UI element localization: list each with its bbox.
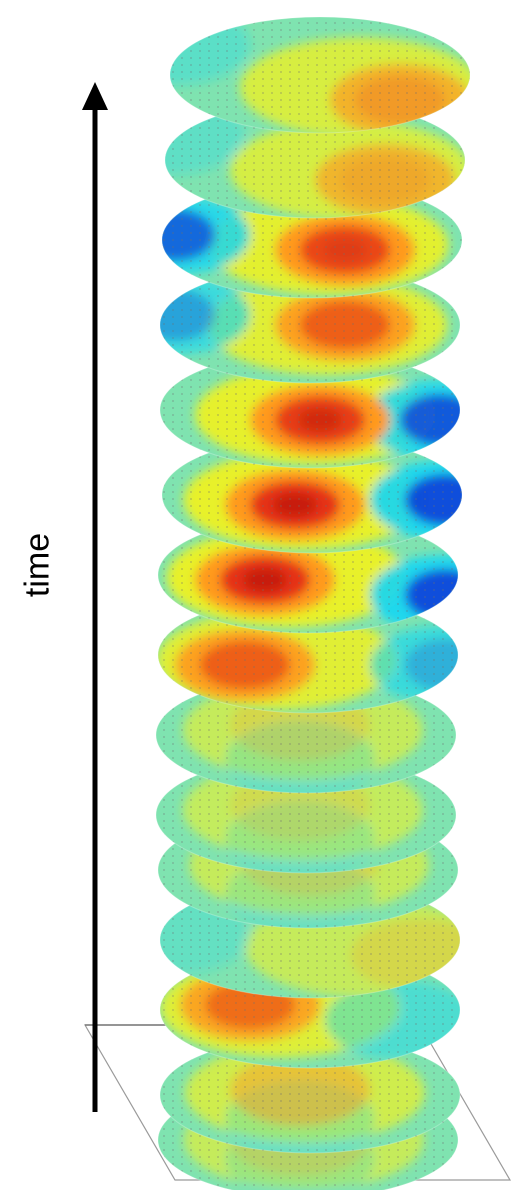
time-axis-label: time — [18, 532, 57, 598]
slice-1 — [169, 16, 471, 134]
time-arrow — [82, 82, 108, 1112]
slice-field — [160, 1037, 460, 1153]
time-arrow-head — [82, 82, 108, 110]
slice-8 — [157, 596, 459, 714]
slice-stack — [155, 16, 471, 1190]
slice-4 — [159, 266, 461, 384]
slice-5 — [159, 351, 461, 469]
slice-14 — [159, 1036, 461, 1154]
slice-field — [160, 352, 460, 468]
slice-rim — [169, 16, 471, 134]
slice-field — [160, 267, 460, 383]
slice-6 — [161, 436, 463, 554]
